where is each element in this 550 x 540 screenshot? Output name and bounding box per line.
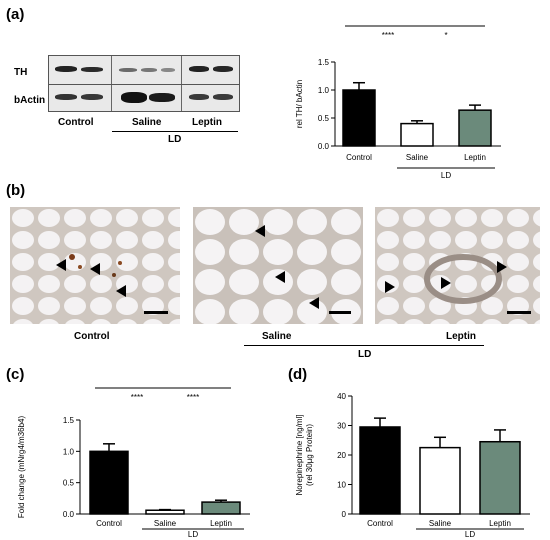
y-tick-label: 40 — [337, 392, 346, 401]
scale-bar — [144, 311, 168, 314]
micrograph-label-control: Control — [74, 331, 110, 342]
bar-saline — [400, 122, 434, 147]
y-axis-label: rel TH/ bActin — [295, 80, 304, 128]
y-tick-label: 1.0 — [63, 447, 75, 456]
x-tick-label: Leptin — [464, 153, 486, 162]
micrograph-label-leptin: Leptin — [446, 331, 476, 342]
blot-col-label-leptin: Leptin — [192, 117, 222, 128]
y-tick-label: 0.0 — [318, 142, 330, 151]
bar-leptin — [479, 440, 521, 515]
blot-strip-th — [48, 55, 240, 85]
x-tick-label: Control — [367, 519, 393, 528]
arrowhead-icon — [497, 261, 507, 273]
x-tick-label: Control — [96, 519, 122, 528]
significance-label: **** — [131, 393, 143, 402]
group-label: LD — [465, 530, 475, 537]
blot-col-label-saline: Saline — [132, 117, 162, 128]
arrowhead-icon — [441, 277, 451, 289]
micrograph-group-line — [244, 345, 484, 346]
arrowhead-icon — [56, 259, 66, 271]
y-tick-label: 1.5 — [318, 58, 330, 67]
arrowhead-icon — [90, 263, 100, 275]
group-label: LD — [441, 171, 451, 180]
y-axis-label: Fold change (mNrg4/m36b4) — [17, 416, 26, 519]
micrograph-label-saline: Saline — [262, 331, 292, 342]
blot-row-label-bactin: bActin — [14, 95, 46, 106]
y-axis-label: (rel 30µg Protein) — [305, 424, 314, 486]
arrowhead-icon — [275, 271, 285, 283]
blot-col-label-control: Control — [58, 117, 94, 128]
bar-control — [359, 426, 401, 515]
y-tick-label: 0 — [342, 510, 347, 519]
micrograph-saline-image — [193, 207, 363, 324]
significance-label: * — [444, 31, 447, 40]
panel-label-c: (c) — [6, 366, 25, 383]
x-tick-label: Control — [346, 153, 372, 162]
panel-label-d: (d) — [288, 366, 308, 383]
chart-c: 0.0 0.5 1.0 1.5 Fold change (mNrg4/m36b4) Con… — [17, 387, 250, 537]
micrograph-leptin-image — [375, 207, 540, 324]
blot-group-label: LD — [168, 134, 182, 145]
arrowhead-icon — [116, 285, 126, 297]
bar-control — [342, 89, 376, 147]
micrograph-saline — [193, 207, 363, 324]
micrograph-leptin — [375, 207, 540, 324]
bar-leptin — [201, 501, 241, 515]
bar-saline — [419, 446, 461, 515]
panel-label-a: (a) — [6, 6, 25, 23]
x-tick-label: Saline — [429, 519, 452, 528]
x-tick-label: Leptin — [210, 519, 232, 528]
bar-control — [89, 450, 129, 515]
scale-bar — [507, 311, 531, 314]
group-label: LD — [188, 530, 198, 537]
micrograph-group-label: LD — [358, 349, 372, 360]
y-tick-label: 1.5 — [63, 416, 75, 425]
y-tick-label: 0.5 — [63, 479, 75, 488]
bar-leptin — [458, 109, 492, 147]
y-tick-label: 1.0 — [318, 86, 330, 95]
bar-saline — [145, 509, 185, 515]
arrowhead-icon — [385, 281, 395, 293]
significance-label: **** — [382, 31, 394, 40]
y-tick-label: 20 — [337, 451, 346, 460]
scale-bar — [329, 311, 351, 314]
y-tick-label: 0.5 — [318, 114, 330, 123]
chart-d: 0 10 20 30 40 Norepinephrine [ng/ml] (rel 30µg… — [295, 392, 530, 537]
y-tick-label: 10 — [337, 481, 346, 490]
blot-strip-bactin — [48, 84, 240, 112]
y-axis-label: Norepinephrine [ng/ml] — [295, 415, 304, 496]
arrowhead-icon — [255, 225, 265, 237]
blot-row-label-th: TH — [14, 67, 28, 78]
micrograph-control — [10, 207, 180, 324]
panel-label-b: (b) — [6, 182, 26, 199]
blot-group-line — [112, 131, 238, 132]
significance-label: **** — [187, 393, 199, 402]
x-tick-label: Saline — [406, 153, 429, 162]
arrowhead-icon — [309, 297, 319, 309]
x-tick-label: Leptin — [489, 519, 511, 528]
x-tick-label: Saline — [154, 519, 177, 528]
chart-a: 0.0 0.5 1.0 1.5 rel TH/ bActin Control Saline L… — [295, 25, 501, 180]
y-tick-label: 0.0 — [63, 510, 75, 519]
y-tick-label: 30 — [337, 422, 346, 431]
